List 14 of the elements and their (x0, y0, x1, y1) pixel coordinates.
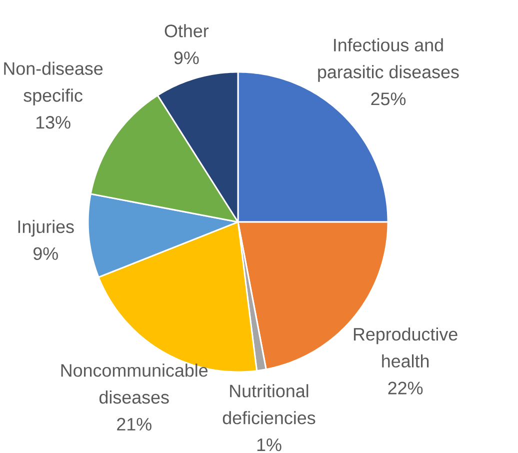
data-label: 1% (257, 438, 282, 452)
data-label: 9% (34, 247, 58, 260)
slice-label: Non-disease specific (4, 62, 103, 106)
slice-label: Infectious and parasitic diseases (318, 38, 459, 82)
data-label: 21% (117, 418, 152, 431)
data-label: 13% (36, 116, 70, 129)
data-label: 9% (174, 52, 199, 64)
slice-label: Noncommunicable diseases (61, 364, 208, 404)
data-label: 25% (371, 92, 406, 106)
slice-label: Other (164, 24, 209, 38)
slice-label: Reproductive health (354, 327, 458, 368)
slice-label: Injuries (18, 220, 74, 237)
data-label: 22% (388, 382, 423, 394)
slice-label: Nutritional deficiencies (222, 384, 316, 424)
